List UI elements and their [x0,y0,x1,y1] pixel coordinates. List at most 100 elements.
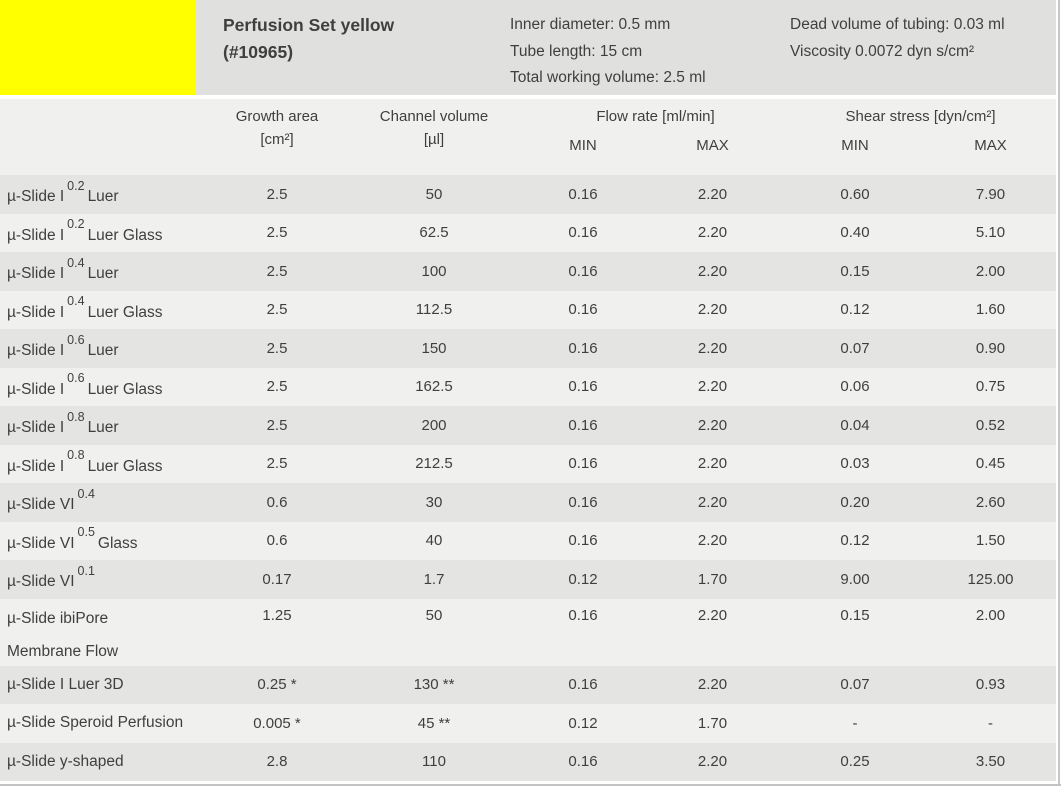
product-name-cell: µ-Slide I0.2Luer [7,178,119,206]
product-name-cell: µ-Slide y-shaped [7,752,124,770]
channel-height-superscript: 0.8 [67,448,85,463]
flow-rate-max-value: 2.20 [697,224,728,242]
table-row: µ-Slide y-shaped 2.8 110 0.16 2.20 0.25 3.50 [0,742,1056,781]
shear-stress-min-value: 0.40 [840,224,870,242]
product-name-cell: µ-Slide I0.2Luer Glass [7,217,163,244]
product-name-cell: µ-Slide VI0.4 [7,486,95,514]
growth-area-value: 2.5 [266,416,288,434]
shear-stress-min-value: 0.03 [840,455,870,473]
channel-volume-value: 1.7 [423,570,445,588]
growth-area-value: 2.5 [266,378,288,396]
shear-stress-max-value: 0.93 [975,676,1006,694]
table-row: µ-Slide VI0.5Glass 0.6 40 0.16 2.20 0.12 1.50 [0,521,1056,560]
table-row: µ-Slide I0.2Luer 2.5 50 0.16 2.20 0.60 7.90 [0,175,1056,214]
spec-working-volume: Total working volume: 2.5 ml [510,69,706,86]
flow-rate-max-value: 2.20 [697,532,728,550]
shear-stress-max-value: 0.90 [975,339,1006,357]
table-row: µ-Slide I0.2Luer Glass 2.5 62.5 0.16 2.20 0.4… [0,213,1056,252]
product-name-cell: µ-Slide I Luer 3D [7,675,124,693]
flow-rate-max-label: MAX [696,137,729,154]
channel-volume-value: 45 ** [417,714,451,732]
channel-volume-value: 50 [425,606,443,624]
channel-height-superscript: 0.8 [67,409,85,424]
shear-stress-min-value: 9.00 [840,570,870,588]
growth-area-value: 0.6 [266,532,288,550]
flow-rate-max-value: 2.20 [697,378,728,396]
flow-rate-min-value: 0.16 [568,262,598,280]
shear-stress-min-value: 0.20 [840,493,870,511]
shear-stress-max-value: 3.50 [975,753,1006,771]
channel-volume-value: 100 [421,262,447,280]
shear-stress-min-value: 0.12 [840,532,870,550]
shear-stress-max-value: 0.52 [975,416,1006,434]
flow-rate-min-value: 0.16 [568,532,598,550]
channel-height-superscript: 0.2 [67,178,85,193]
product-header: Perfusion Set yellow (#10965) Inner diam… [0,0,1056,95]
table-row: µ-Slide I0.6Luer Glass 2.5 162.5 0.16 2.20 0.… [0,367,1056,406]
shear-stress-min-value: 0.07 [840,676,870,694]
product-name-cell: µ-Slide I0.8Luer Glass [7,448,163,475]
table-row: µ-Slide I0.8Luer 2.5 200 0.16 2.20 0.04 0.52 [0,406,1056,445]
shear-stress-max-value: 1.60 [975,301,1006,319]
flow-rate-min-value: 0.16 [568,301,598,319]
growth-area-value: 0.6 [266,493,288,511]
channel-height-superscript: 0.1 [77,563,95,578]
channel-height-superscript: 0.2 [67,217,85,232]
specs-column-1: Inner diameter: 0.5 mm Tube length: 15 c… [510,0,790,95]
table-row: µ-Slide I0.4Luer 2.5 100 0.16 2.20 0.15 2.00 [0,252,1056,291]
table-row: µ-Slide I Luer 3D 0.25 * 130 ** 0.16 2.20 0.0… [0,665,1056,704]
shear-stress-max-value: - [988,714,993,732]
channel-volume-value: 200 [421,416,447,434]
product-name-cell: µ-Slide I0.6Luer [7,332,119,360]
flow-rate-max-value: 2.20 [697,455,728,473]
shear-stress-min-value: 0.06 [840,378,870,396]
shear-stress-max-value: 125.00 [967,570,1014,588]
flow-rate-max-value: 2.20 [697,301,728,319]
flow-rate-min-value: 0.16 [568,606,598,624]
shear-stress-min-value: 0.04 [840,416,870,434]
flow-rate-min-value: 0.16 [568,455,598,473]
channel-volume-value: 130 ** [413,676,455,694]
flow-rate-min-value: 0.16 [568,339,598,357]
flow-rate-max-value: 1.70 [697,714,728,732]
product-color-swatch [0,0,196,95]
channel-height-superscript: 0.6 [67,371,85,386]
channel-volume-value: 112.5 [415,301,453,319]
shear-stress-label: Shear stress [dyn/cm²] [845,108,996,125]
growth-area-value: 2.5 [266,301,288,319]
shear-stress-min-value: 0.15 [840,262,870,280]
table-body: µ-Slide I0.2Luer 2.5 50 0.16 2.20 0.60 7.90 µ-S… [0,175,1061,781]
channel-height-superscript: 0.5 [77,525,95,540]
product-name-cell: µ-Slide I0.6Luer Glass [7,371,163,398]
channel-volume-value: 30 [425,493,443,511]
flow-rate-min-value: 0.16 [568,224,598,242]
shear-stress-min-label: MIN [841,137,869,154]
channel-height-superscript: 0.6 [67,332,85,347]
spec-inner-diameter: Inner diameter: 0.5 mm [510,16,671,33]
flow-rate-max-value: 1.70 [697,570,728,588]
channel-volume-label: Channel volume [379,108,489,125]
flow-rate-max-value: 2.20 [697,493,728,511]
column-group-flow-rate: Flow rate [ml/min] MIN MAX [526,99,785,175]
product-title-number: (#10965) [223,42,294,62]
flow-rate-min-value: 0.16 [568,753,598,771]
shear-stress-min-value: 0.12 [840,301,870,319]
table-row: µ-Slide ibiPore Membrane Flow 1.25 50 0.16 2.… [0,598,1056,666]
product-name-cell: µ-Slide ibiPore Membrane Flow [7,609,119,660]
product-name-cell: µ-Slide VI0.1 [7,563,95,591]
table-row: µ-Slide I0.8Luer Glass 2.5 212.5 0.16 2.20 0.… [0,444,1056,483]
growth-area-value: 2.5 [266,185,288,203]
shear-stress-min-value: 0.07 [840,339,870,357]
growth-area-value: 0.005 * [253,714,301,732]
shear-stress-max-value: 2.60 [975,493,1006,511]
flow-rate-min-value: 0.16 [568,493,598,511]
flow-rate-min-value: 0.16 [568,185,598,203]
growth-area-value: 2.8 [266,753,288,771]
growth-area-unit: [cm²] [260,131,294,148]
product-column-spacer [0,99,212,175]
flow-rate-min-value: 0.16 [568,416,598,434]
spec-dead-volume: Dead volume of tubing: 0.03 ml [790,16,1005,33]
column-channel-volume: Channel volume [µl] [342,99,526,175]
shear-stress-min-value: 0.15 [840,606,870,624]
